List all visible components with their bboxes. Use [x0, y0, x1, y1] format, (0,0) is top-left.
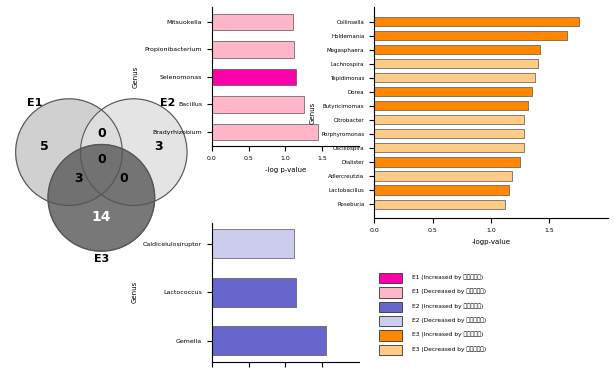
Bar [212, 96, 304, 113]
Bar [374, 31, 567, 40]
Bar [374, 200, 505, 208]
Text: 0: 0 [97, 127, 106, 139]
Text: E1 (Increased by 일반서양식): E1 (Increased by 일반서양식) [411, 275, 483, 280]
Text: E3 (Decreased by 일반서양식): E3 (Decreased by 일반서양식) [411, 346, 486, 352]
Text: E2 (Increased by 일반서양식): E2 (Increased by 일반서양식) [411, 303, 483, 309]
Circle shape [16, 99, 122, 206]
Text: E3: E3 [94, 254, 109, 264]
Bar [374, 101, 529, 110]
Y-axis label: Genus: Genus [133, 66, 139, 88]
Text: E2: E2 [160, 98, 176, 108]
Text: 14: 14 [91, 210, 111, 224]
Bar [374, 172, 512, 180]
FancyBboxPatch shape [379, 287, 402, 297]
Bar [374, 143, 524, 152]
Bar [212, 14, 293, 30]
Text: E1: E1 [27, 98, 42, 108]
Bar [374, 73, 535, 82]
X-axis label: -logp-value: -logp-value [472, 238, 510, 245]
Bar [374, 115, 524, 124]
Text: 3: 3 [154, 140, 163, 153]
Bar [374, 186, 508, 194]
X-axis label: -log p-value: -log p-value [265, 166, 306, 173]
Y-axis label: Genus: Genus [309, 102, 316, 124]
Text: E3 (Increased by 일반서양식): E3 (Increased by 일반서양식) [411, 332, 483, 337]
FancyBboxPatch shape [379, 316, 402, 326]
Text: 5: 5 [40, 140, 49, 153]
Bar [212, 41, 294, 58]
Bar [212, 326, 326, 355]
Text: E2 (Decreased by 일반서양식): E2 (Decreased by 일반서양식) [411, 317, 486, 323]
Text: 0: 0 [97, 153, 106, 166]
Bar [374, 129, 524, 138]
Bar [374, 45, 540, 54]
Circle shape [80, 99, 187, 206]
Bar [212, 229, 294, 258]
Bar [374, 87, 532, 96]
Text: 0: 0 [120, 172, 128, 185]
Text: E1 (Decreased by 일반서양식): E1 (Decreased by 일반서양식) [411, 289, 486, 294]
FancyBboxPatch shape [379, 345, 402, 355]
Bar [374, 158, 520, 166]
Bar [212, 124, 319, 140]
FancyBboxPatch shape [379, 330, 402, 341]
Bar [212, 69, 297, 85]
Circle shape [48, 145, 155, 251]
Bar [374, 59, 538, 68]
Y-axis label: Genus: Genus [131, 281, 138, 303]
FancyBboxPatch shape [379, 273, 402, 283]
Bar [374, 17, 578, 26]
Bar [212, 277, 297, 307]
Text: 3: 3 [74, 172, 83, 185]
FancyBboxPatch shape [379, 302, 402, 312]
